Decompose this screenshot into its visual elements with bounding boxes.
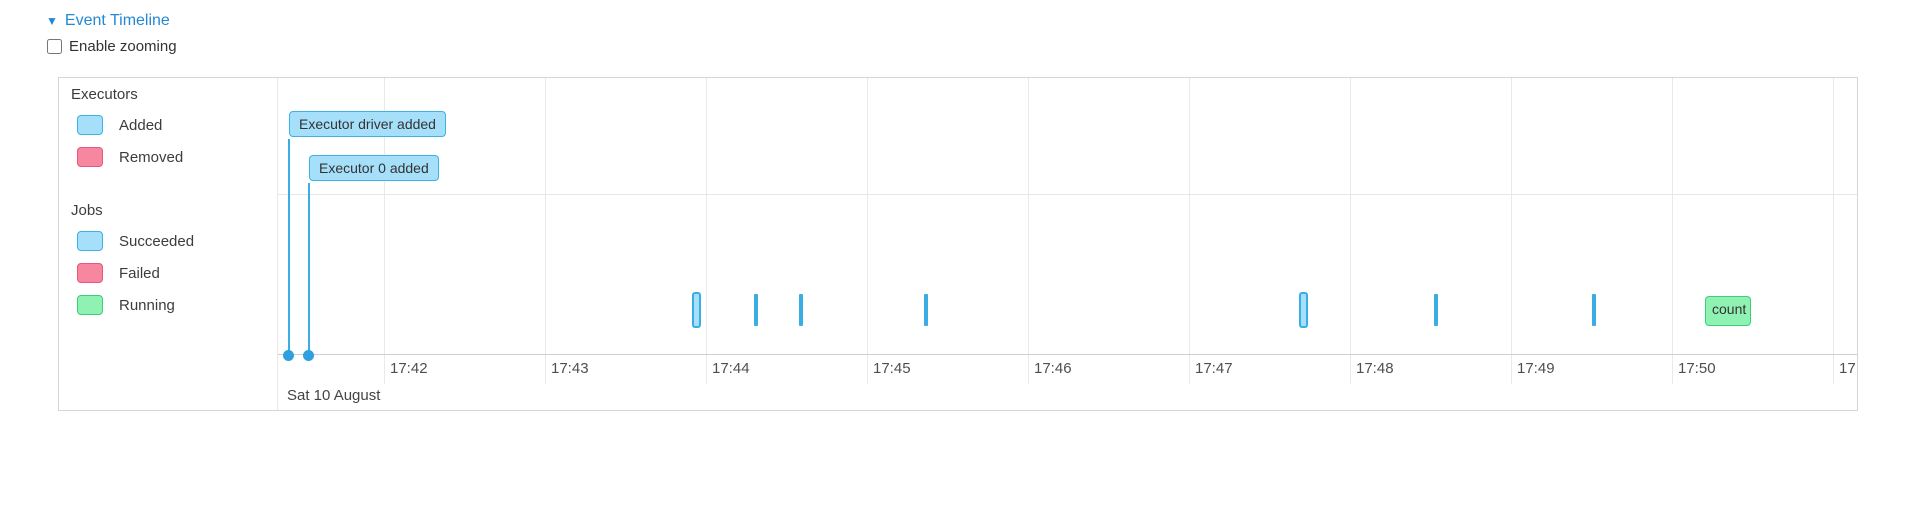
executor-event-line: [308, 183, 310, 356]
time-gridline: [867, 78, 868, 384]
time-axis-line: [59, 354, 1857, 355]
executor-event-dot: [283, 350, 294, 361]
time-tick-label: 17:44: [712, 360, 750, 377]
time-gridline: [545, 78, 546, 384]
time-tick-label: 17:48: [1356, 360, 1394, 377]
time-tick-label: 17:49: [1517, 360, 1555, 377]
job-event-bar[interactable]: [1434, 294, 1438, 326]
timeline-legend: Executors Added Removed Jobs Succeeded Failed…: [59, 78, 278, 410]
executors-jobs-separator: [59, 194, 1857, 195]
legend-swatch-failed: [77, 263, 103, 283]
time-gridline: [1189, 78, 1190, 384]
legend-item-label: Failed: [119, 264, 160, 282]
legend-swatch-added: [77, 115, 103, 135]
enable-zooming-label: Enable zooming: [69, 38, 177, 55]
legend-item-label: Removed: [119, 148, 184, 166]
legend-group-jobs: Jobs Succeeded Failed Running: [59, 202, 278, 315]
enable-zooming-checkbox[interactable]: [47, 39, 62, 54]
time-tick-label: 17:47: [1195, 360, 1233, 377]
legend-item-running: Running: [77, 295, 278, 315]
legend-item-label: Running: [119, 296, 175, 314]
job-event-bar[interactable]: [754, 294, 758, 326]
legend-item-succeeded: Succeeded: [77, 231, 278, 251]
legend-title: Executors: [71, 86, 138, 103]
time-gridline: [1511, 78, 1512, 384]
time-tick-label: 17:5: [1839, 360, 1857, 377]
time-gridline: [1350, 78, 1351, 384]
time-gridline: [706, 78, 707, 384]
legend-item-added: Added: [77, 115, 278, 135]
time-gridline: [384, 78, 385, 384]
time-tick-label: 17:45: [873, 360, 911, 377]
axis-date-label: Sat 10 August: [287, 387, 381, 404]
event-timeline-link[interactable]: Event Timeline: [64, 12, 170, 29]
time-gridline: [1672, 78, 1673, 384]
enable-zooming-control: Enable zooming: [47, 38, 177, 55]
job-event-bar[interactable]: [1299, 292, 1308, 328]
job-event-bar[interactable]: [692, 292, 701, 328]
executor-event-box[interactable]: Executor driver added: [289, 111, 446, 137]
job-event-running[interactable]: count: [1705, 296, 1751, 326]
legend-item-label: Succeeded: [119, 232, 195, 250]
legend-swatch-removed: [77, 147, 103, 167]
time-tick-label: 17:42: [390, 360, 428, 377]
time-gridline: [1833, 78, 1834, 384]
timeline-panel: Executors Added Removed Jobs Succeeded Failed…: [58, 77, 1858, 411]
legend-item-removed: Removed: [77, 147, 278, 167]
collapse-arrow-icon: ▼: [46, 14, 58, 28]
event-timeline-toggle[interactable]: ▼ Event Timeline: [46, 12, 170, 30]
legend-swatch-succeeded: [77, 231, 103, 251]
executor-event-line: [288, 139, 290, 356]
executor-event-box[interactable]: Executor 0 added: [309, 155, 439, 181]
job-event-bar[interactable]: [799, 294, 803, 326]
time-tick-label: 17:43: [551, 360, 589, 377]
time-gridline: [1028, 78, 1029, 384]
job-event-bar[interactable]: [1592, 294, 1596, 326]
time-tick-label: 17:50: [1678, 360, 1716, 377]
time-tick-label: 17:46: [1034, 360, 1072, 377]
legend-item-label: Added: [119, 116, 163, 134]
timeline-chart-area: Sat 10 August 17:42 17:43 17:44 17:45 17:46 1…: [279, 78, 1857, 410]
legend-group-executors: Executors Added Removed: [59, 86, 278, 167]
legend-swatch-running: [77, 295, 103, 315]
executor-event-dot: [303, 350, 314, 361]
job-event-bar[interactable]: [924, 294, 928, 326]
legend-title: Jobs: [71, 202, 103, 219]
legend-item-failed: Failed: [77, 263, 278, 283]
